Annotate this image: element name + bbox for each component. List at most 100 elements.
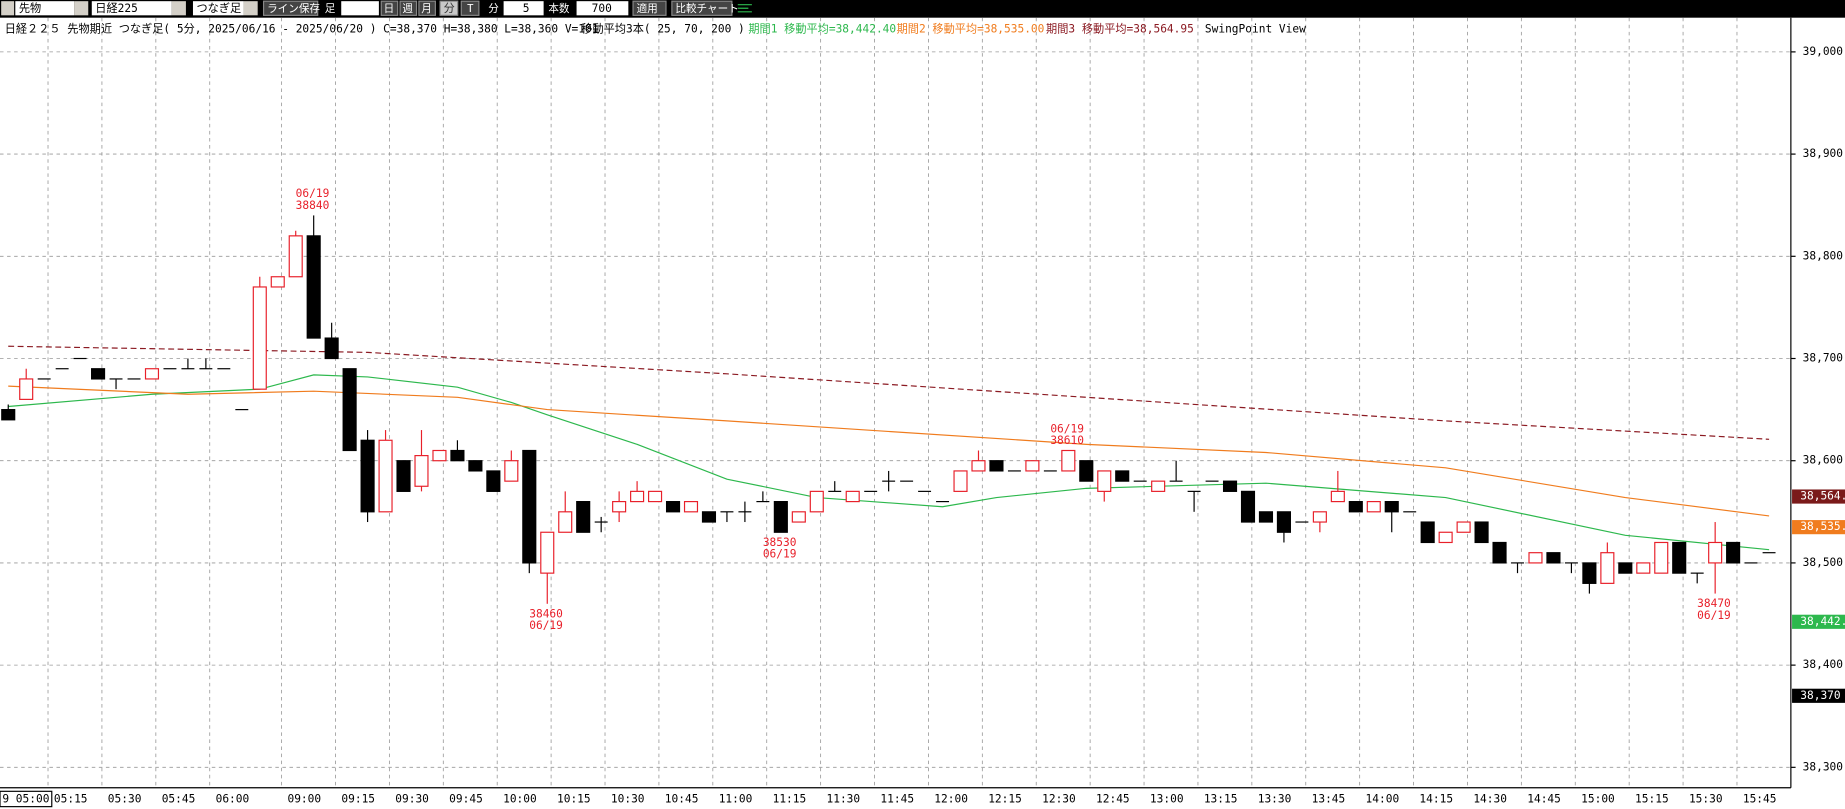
count-input[interactable] bbox=[576, 1, 629, 16]
candle-body bbox=[1384, 501, 1399, 513]
moving-average bbox=[8, 345, 1770, 440]
day: 日 bbox=[384, 3, 395, 15]
x-tick-label: 12:30 bbox=[1042, 793, 1076, 806]
candle-body bbox=[1636, 562, 1651, 574]
symbol-select[interactable] bbox=[91, 1, 172, 16]
x-tick-label: 14:30 bbox=[1473, 793, 1507, 806]
x-tick-label: 14:15 bbox=[1419, 793, 1453, 806]
y-tick-label: 38,900 bbox=[1803, 147, 1844, 160]
x-tick-label: 11:00 bbox=[719, 793, 753, 806]
minute-button[interactable] bbox=[439, 0, 459, 16]
swing-price: 38840 bbox=[296, 199, 330, 212]
moving-average bbox=[8, 385, 1770, 517]
candle-body bbox=[665, 501, 681, 513]
candle-body bbox=[1672, 541, 1687, 574]
candle-body bbox=[396, 460, 411, 492]
x-tick-label: 12:45 bbox=[1096, 793, 1130, 806]
grid: 38,300 38,400 38,500 38,600 38,700 38,800 38,9… bbox=[0, 17, 1844, 808]
chain-select[interactable] bbox=[192, 1, 244, 16]
candle-body bbox=[576, 501, 591, 533]
x-tick-label: 10:30 bbox=[611, 793, 645, 806]
month-button[interactable] bbox=[418, 0, 436, 16]
legend-entry: 期間3 移動平均=38,564.95 bbox=[1046, 21, 1194, 35]
bar-label: 足 bbox=[325, 3, 336, 15]
candle-body bbox=[791, 511, 806, 523]
interval-input[interactable] bbox=[503, 1, 544, 16]
swing-date: 06/19 bbox=[1697, 609, 1731, 622]
candle-body bbox=[1618, 562, 1633, 574]
price-tag bbox=[1792, 688, 1845, 703]
day-button[interactable] bbox=[380, 0, 399, 16]
legend-entry: 期間2 移動平均=38,535.00 bbox=[897, 21, 1045, 35]
x-tick-label: 9 05:00 bbox=[2, 793, 49, 806]
candle-body bbox=[1366, 501, 1381, 513]
dropdown-button[interactable] bbox=[1, 1, 15, 16]
cursor-box bbox=[0, 790, 53, 808]
price-tag-label: 38,535.00 bbox=[1800, 520, 1845, 533]
dropdown-button[interactable] bbox=[74, 1, 89, 16]
swing-price: 38530 bbox=[763, 536, 797, 549]
dropdown-button[interactable] bbox=[243, 1, 258, 16]
view: SwingPoint View bbox=[1205, 22, 1306, 35]
apply-button[interactable] bbox=[632, 0, 667, 16]
toolbar: 先物 日経225 つなぎ足 ライン保存 足 日 週 月 分 T 分 5 本数 7… bbox=[0, 0, 1845, 18]
x-tick-label: 11:15 bbox=[773, 793, 807, 806]
candle-body bbox=[1097, 470, 1112, 492]
x-tick-label: 15:00 bbox=[1581, 793, 1615, 806]
candle-body bbox=[683, 501, 699, 513]
candle-body bbox=[1258, 511, 1274, 523]
candle-body bbox=[953, 470, 968, 492]
x-tick-label: 09:00 bbox=[287, 793, 321, 806]
candle-body bbox=[773, 501, 788, 533]
dropdown-button[interactable] bbox=[171, 1, 186, 16]
candle-body bbox=[19, 378, 34, 400]
candle-body bbox=[522, 449, 537, 564]
swing-date: 06/19 bbox=[1050, 422, 1084, 435]
market-select[interactable] bbox=[15, 1, 75, 16]
plot: 06/193884006/193861006/193846006/1938530… bbox=[1, 187, 1845, 703]
x-tick-label: 15:45 bbox=[1743, 793, 1777, 806]
compare-button[interactable] bbox=[671, 0, 733, 16]
header: 日経２２５ 先物期近 つなぎ足( 5分, 2025/06/16 - 2025/0… bbox=[5, 21, 1306, 35]
candle-body bbox=[1600, 552, 1615, 584]
x-tick-label: 13:15 bbox=[1204, 793, 1238, 806]
tick: T bbox=[467, 3, 474, 15]
save-lines-button[interactable] bbox=[262, 0, 319, 16]
icon bbox=[737, 4, 752, 13]
x-tick-label: 10:45 bbox=[665, 793, 699, 806]
count-label: 本数 bbox=[548, 2, 570, 15]
candle-body bbox=[648, 490, 663, 503]
candle-body bbox=[432, 449, 447, 462]
candle-body bbox=[1654, 541, 1669, 574]
candle-body bbox=[971, 460, 986, 472]
tick-button[interactable] bbox=[460, 0, 480, 16]
candle-body bbox=[360, 439, 375, 513]
candle-body bbox=[1348, 501, 1363, 513]
x-tick-label: 12:15 bbox=[988, 793, 1022, 806]
candle-body bbox=[144, 368, 160, 380]
candle-body bbox=[1528, 552, 1543, 564]
y-tick-label: 38,500 bbox=[1803, 556, 1844, 569]
x-tick-label: 05:45 bbox=[162, 793, 196, 806]
month: 月 bbox=[421, 3, 432, 15]
week-button[interactable] bbox=[399, 0, 418, 16]
swing-price: 38470 bbox=[1697, 597, 1731, 610]
x-tick-label: 13:00 bbox=[1150, 793, 1184, 806]
apply: 適用 bbox=[637, 2, 658, 15]
y-tick-label: 38,400 bbox=[1803, 658, 1844, 671]
candle-body bbox=[504, 460, 519, 482]
x-tick-label: 13:45 bbox=[1312, 793, 1346, 806]
x-tick-label: 12:00 bbox=[934, 793, 968, 806]
candle-body bbox=[540, 531, 555, 574]
candle-body bbox=[1456, 521, 1471, 533]
bar-input[interactable] bbox=[341, 1, 379, 16]
candle-body bbox=[306, 235, 321, 339]
candle-body bbox=[1474, 521, 1489, 544]
x-tick-label: 06:00 bbox=[216, 793, 250, 806]
count: 700 bbox=[592, 2, 612, 15]
x-tick-label: 15:30 bbox=[1689, 793, 1723, 806]
candle-body bbox=[1330, 490, 1345, 503]
